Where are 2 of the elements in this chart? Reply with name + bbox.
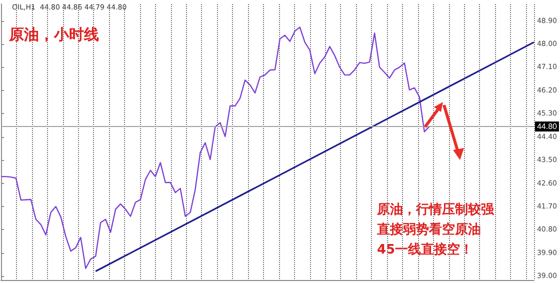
ref-line-label: 44.80 bbox=[536, 122, 558, 132]
text: 原油，小时线 bbox=[8, 26, 99, 44]
